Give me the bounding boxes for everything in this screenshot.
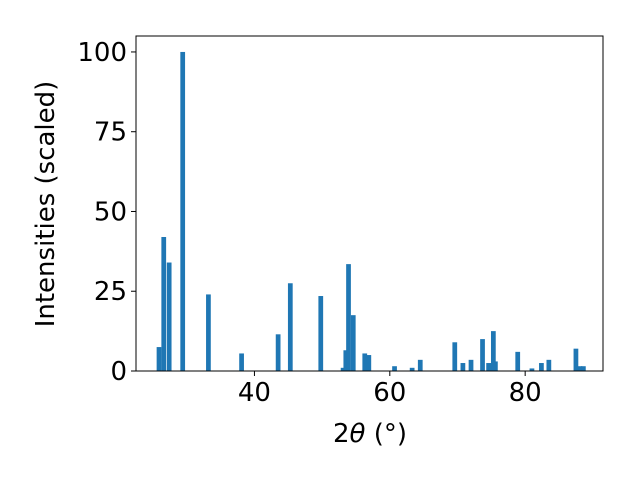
bar (515, 351, 521, 371)
bar (206, 294, 211, 371)
bar (486, 363, 491, 371)
x-tick-label: 40 (238, 378, 271, 408)
y-tick-label: 25 (94, 277, 127, 307)
bar (460, 363, 466, 371)
bar (573, 348, 579, 371)
x-tick-label: 60 (373, 378, 406, 408)
bar (392, 366, 397, 371)
bar (180, 51, 186, 371)
bar (156, 347, 162, 371)
bar (346, 264, 351, 371)
plot-frame (135, 35, 604, 372)
bar (166, 262, 172, 371)
bar (366, 355, 372, 371)
bar (350, 315, 356, 371)
bar (362, 353, 368, 371)
bar (318, 296, 324, 371)
y-axis-ticks: 0 25 50 75 100 (77, 38, 136, 387)
bar (577, 366, 583, 371)
y-tick-label: 75 (94, 118, 127, 148)
bar (343, 350, 349, 371)
bar (275, 334, 281, 371)
y-axis-label: Intensities (scaled) (31, 81, 61, 328)
y-tick-label: 50 (94, 197, 127, 227)
bars-group (156, 51, 586, 371)
bar (340, 367, 346, 371)
bar (409, 367, 415, 371)
bar (287, 283, 293, 371)
bar (239, 353, 244, 371)
bar (581, 366, 586, 371)
x-axis-label: 2θ (°) (333, 419, 407, 449)
bar (493, 361, 498, 371)
bar (539, 363, 544, 371)
y-tick-label: 100 (77, 38, 127, 68)
x-axis-ticks: 40 60 80 (238, 371, 542, 408)
x-tick-label: 80 (509, 378, 542, 408)
y-tick-label: 0 (110, 357, 127, 387)
bar (480, 339, 485, 371)
bar (529, 368, 535, 371)
bar (490, 331, 496, 371)
bar (161, 237, 167, 371)
bar (546, 359, 552, 371)
bar (417, 359, 423, 371)
bar (468, 359, 474, 371)
bar (452, 342, 458, 371)
